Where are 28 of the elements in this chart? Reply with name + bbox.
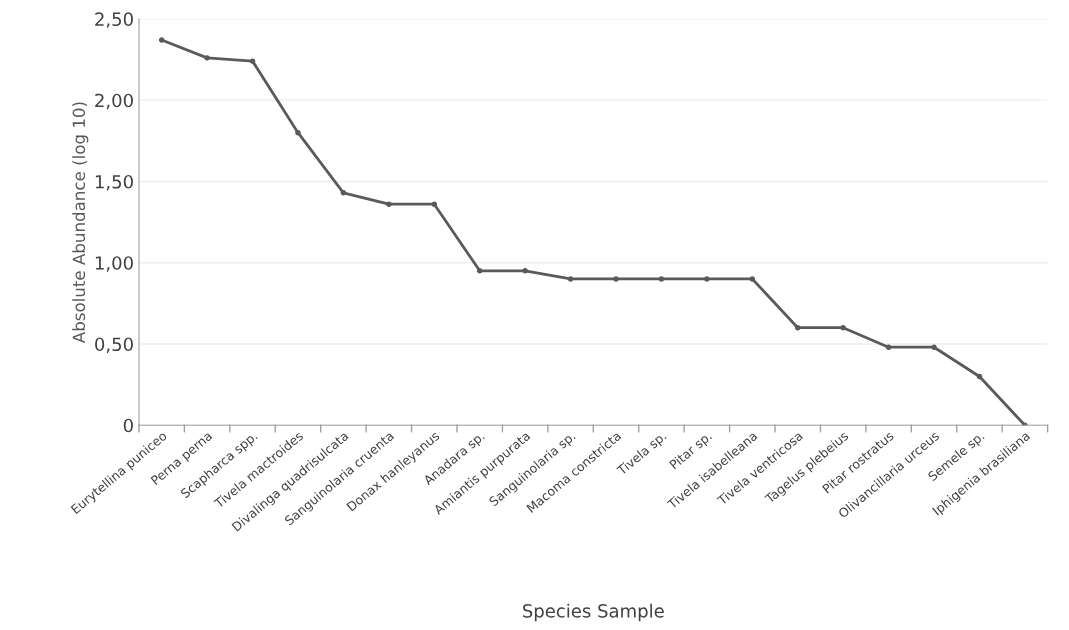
point xyxy=(295,129,301,136)
y-tick-label: 2,00 xyxy=(95,93,133,110)
point xyxy=(204,55,210,61)
point xyxy=(522,268,528,274)
point xyxy=(567,276,574,282)
point xyxy=(249,58,256,64)
point xyxy=(386,201,392,207)
point xyxy=(658,276,665,282)
point xyxy=(794,324,801,331)
point xyxy=(613,276,619,282)
point xyxy=(840,324,846,331)
y-tick-label: 0 xyxy=(123,418,133,433)
y-tick-label: 2,50 xyxy=(95,12,133,28)
point xyxy=(476,268,483,274)
point xyxy=(931,344,937,351)
y-tick-label: 1,00 xyxy=(95,256,133,272)
y-tick-label: 1,50 xyxy=(95,174,133,191)
point xyxy=(885,344,892,351)
point xyxy=(976,373,983,380)
y-axis-title: Absolute Abundance (log 10) xyxy=(72,102,89,344)
point xyxy=(704,276,710,282)
point xyxy=(158,37,165,43)
point xyxy=(1022,422,1028,426)
y-tick-label: 0,50 xyxy=(95,337,133,353)
x-axis-title: Species Sample xyxy=(523,603,664,622)
point xyxy=(431,201,438,207)
point xyxy=(340,190,347,196)
point xyxy=(749,276,756,282)
